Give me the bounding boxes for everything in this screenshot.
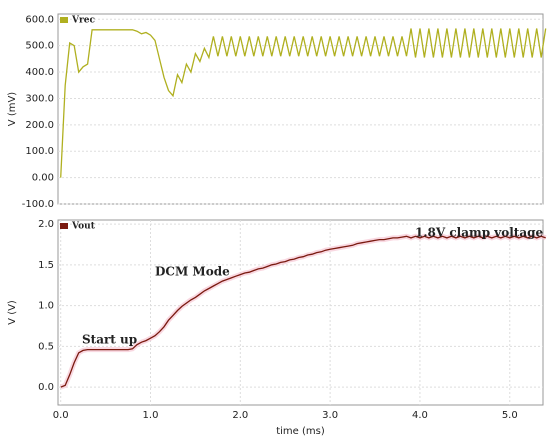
y-tick-label: -100.0 bbox=[22, 199, 54, 210]
legend-label: Vout bbox=[71, 222, 96, 232]
annotation: 1.8V clamp voltage bbox=[415, 226, 544, 240]
y-tick-label: 600.0 bbox=[25, 14, 54, 25]
y-tick-label: 400.0 bbox=[25, 67, 54, 78]
y-tick-label: 500.0 bbox=[25, 41, 54, 52]
x-axis-label: time (ms) bbox=[276, 426, 325, 437]
y-axis-label: V (mV) bbox=[7, 92, 18, 127]
y-tick-label: 0.0 bbox=[38, 382, 54, 393]
y-tick-label: 100.0 bbox=[25, 146, 54, 157]
x-tick-label: 5.0 bbox=[502, 410, 518, 421]
annotation: Start up bbox=[82, 333, 137, 347]
y-tick-label: 0.5 bbox=[38, 341, 54, 352]
y-tick-label: 2.0 bbox=[38, 219, 54, 230]
line bbox=[60, 28, 547, 178]
plot-frame bbox=[57, 219, 544, 406]
annotation: DCM Mode bbox=[155, 265, 230, 279]
y-tick-label: 1.5 bbox=[38, 260, 54, 271]
y-tick-label: 200.0 bbox=[25, 120, 54, 131]
plot-frame bbox=[57, 13, 544, 205]
legend-swatch bbox=[60, 223, 68, 229]
legend-label: Vrec bbox=[71, 16, 95, 26]
y-tick-label: 1.0 bbox=[38, 301, 54, 312]
y-tick-label: 300.0 bbox=[25, 93, 54, 104]
x-tick-label: 0.0 bbox=[53, 410, 69, 421]
x-tick-label: 2.0 bbox=[232, 410, 248, 421]
x-tick-label: 3.0 bbox=[322, 410, 338, 421]
x-tick-label: 1.0 bbox=[143, 410, 159, 421]
line bbox=[60, 235, 546, 388]
legend-swatch bbox=[60, 17, 68, 23]
y-tick-label: 0.00 bbox=[32, 173, 54, 184]
x-tick-label: 4.0 bbox=[412, 410, 428, 421]
y-axis-label: V (V) bbox=[7, 300, 18, 325]
